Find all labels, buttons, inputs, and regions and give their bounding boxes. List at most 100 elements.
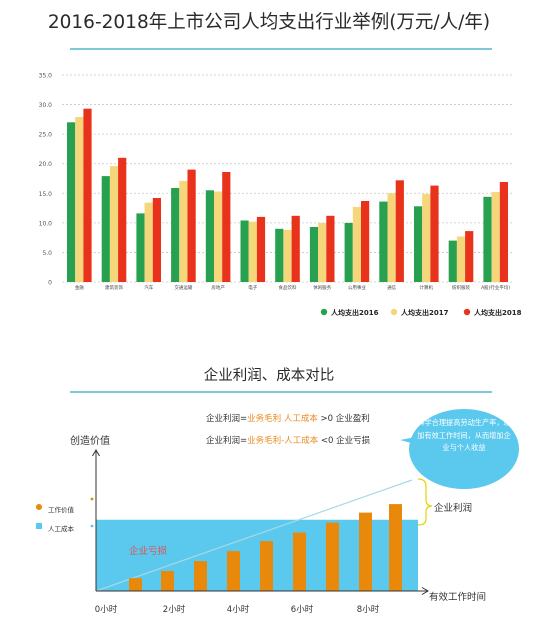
bar	[118, 157, 127, 282]
bar	[352, 206, 361, 282]
bar	[361, 201, 370, 282]
bar	[344, 222, 353, 282]
bar	[291, 215, 300, 282]
bar	[171, 188, 180, 282]
legend-marker-work-value	[36, 504, 42, 510]
bar	[275, 228, 284, 282]
work-value-bar	[260, 541, 273, 591]
legend-marker	[390, 308, 398, 316]
bar	[422, 193, 431, 282]
x-tick-label: 交通运输	[174, 284, 192, 291]
work-value-bar	[227, 551, 240, 591]
bar	[187, 169, 196, 282]
legend-label-labor-cost: 人工成本	[48, 525, 74, 533]
legend-marker-labor-cost	[36, 523, 42, 529]
x-tick-label: 通信	[387, 284, 396, 291]
bar	[83, 108, 92, 282]
x-tick-label: 纺织服装	[452, 284, 470, 291]
x-tick-label: 食品饮料	[279, 284, 297, 291]
equation-result: <0 企业亏损	[318, 436, 371, 446]
y-tick-label: 5.0	[42, 250, 52, 257]
legend-label: 人均支出2017	[401, 308, 449, 317]
bar	[414, 206, 423, 282]
equation-result: >0 企业盈利	[317, 414, 370, 424]
work-value-bar	[389, 504, 402, 591]
profit-bracket	[417, 478, 433, 526]
comparison-title: 企业利润、成本对比	[203, 368, 335, 384]
profit-equation-positive: 企业利润=业务毛利 人工成本 >0 企业盈利	[206, 412, 370, 424]
decoration-dot	[90, 524, 94, 528]
decoration-dot	[90, 497, 94, 501]
x-tick-label: 房地产	[211, 284, 225, 291]
x-tick-label: 计算机	[420, 284, 434, 291]
equation-terms: 业务毛利 人工成本	[247, 414, 318, 424]
legend-marker	[463, 308, 471, 316]
legend-label: 人均支出2016	[331, 308, 379, 317]
x-tick-label: 公用事业	[348, 284, 366, 291]
bar	[491, 192, 500, 282]
work-value-bar	[161, 571, 174, 591]
bar	[326, 215, 335, 282]
profit-equation-negative: 企业利润=业务毛利-人工成本 <0 企业亏损	[206, 434, 370, 446]
bar	[387, 193, 396, 282]
x-tick-label: 2小时	[163, 604, 186, 615]
work-value-bar	[194, 561, 207, 591]
x-tick-label: 电子	[248, 284, 257, 291]
legend-marker	[320, 308, 328, 316]
bar	[309, 227, 319, 282]
bar	[465, 231, 474, 282]
y-tick-label: 30.0	[39, 102, 53, 109]
x-tick-label: 休闲服务	[313, 284, 331, 291]
bar	[248, 221, 257, 282]
productivity-bubble-text: 科学合理提高劳动生产率，增加有效工作时间，从而增加企业与个人收益	[417, 418, 511, 452]
bar	[448, 240, 457, 282]
y-tick-label: 0	[48, 280, 52, 287]
legend-label-work-value: 工作价值	[48, 506, 74, 514]
work-value-bar	[129, 578, 142, 591]
work-value-bar	[293, 532, 306, 591]
bar	[240, 220, 249, 282]
y-axis-arrow	[92, 449, 100, 457]
bar	[144, 202, 153, 282]
y-tick-label: 15.0	[39, 191, 53, 198]
work-value-bar	[326, 522, 339, 591]
bar	[109, 166, 119, 282]
work-value-bar	[359, 512, 372, 591]
bar	[499, 182, 508, 282]
x-axis-label: 有效工作时间	[429, 592, 487, 603]
bar	[152, 198, 161, 282]
x-tick-label: 0小时	[95, 604, 118, 615]
x-axis-arrow	[421, 587, 429, 595]
bar	[430, 185, 439, 282]
x-tick-label: 金融	[75, 284, 84, 291]
equation-terms: 业务毛利-人工成本	[247, 436, 319, 446]
y-tick-label: 25.0	[39, 132, 53, 139]
x-tick-label: 6小时	[291, 604, 314, 615]
bar	[214, 191, 223, 282]
bar	[222, 172, 231, 282]
y-axis-label: 创造价值	[70, 436, 110, 447]
industry-spending-chart: 0 5.0 10.0 15.0 20.0 25.0 30.0 35.0 金融 建筑装饰 汽车 交通运输…	[39, 73, 522, 318]
bar	[179, 180, 188, 282]
chart-title: 2016-2018年上市公司人均支出行业举例(万元/人/年)	[47, 12, 491, 33]
x-tick-label: 汽车	[144, 284, 153, 291]
bar	[205, 190, 214, 282]
title-divider	[70, 48, 492, 50]
y-tick-label: 20.0	[39, 161, 53, 168]
value-trend-line	[95, 479, 413, 592]
bar	[136, 213, 145, 282]
profit-annotation: 企业利润	[434, 503, 473, 514]
equation-lhs: 企业利润=	[206, 436, 248, 446]
bar	[283, 230, 292, 282]
bar	[395, 180, 404, 282]
bar	[456, 236, 466, 282]
bar	[318, 222, 327, 282]
equation-lhs: 企业利润=	[206, 414, 248, 424]
x-tick-label: 8小时	[357, 604, 380, 615]
bar	[101, 176, 110, 282]
bar	[379, 201, 388, 282]
x-tick-label: 建筑装饰	[105, 284, 123, 291]
legend-label: 人均支出2018	[474, 308, 522, 317]
y-tick-label: 10.0	[39, 220, 53, 227]
